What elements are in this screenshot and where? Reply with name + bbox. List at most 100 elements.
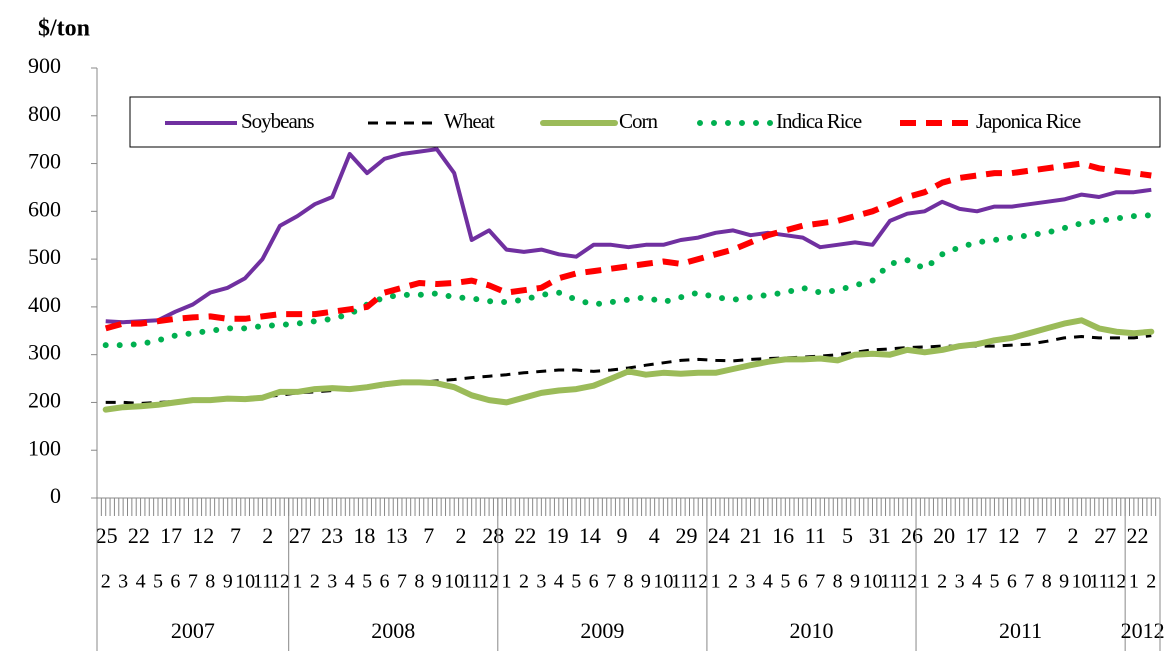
series-line bbox=[102, 212, 1155, 349]
x-month-label: 11 bbox=[253, 571, 272, 593]
x-month-label: 1 bbox=[711, 571, 721, 593]
x-month-label: 10 bbox=[862, 571, 882, 593]
x-day-label: 23 bbox=[321, 523, 343, 548]
x-day-label: 28 bbox=[482, 523, 504, 548]
x-day-label: 18 bbox=[353, 523, 375, 548]
x-month-label: 3 bbox=[536, 571, 546, 593]
x-month-label: 9 bbox=[1059, 571, 1069, 593]
y-tick-label: 800 bbox=[28, 101, 61, 126]
x-day-label: 2 bbox=[1068, 523, 1079, 548]
x-day-label: 14 bbox=[579, 523, 601, 548]
y-tick-label: 0 bbox=[50, 483, 61, 508]
x-month-label: 5 bbox=[989, 571, 999, 593]
x-month-label: 6 bbox=[380, 571, 390, 593]
x-day-label: 19 bbox=[547, 523, 569, 548]
x-month-label: 5 bbox=[362, 571, 372, 593]
legend-label: Indica Rice bbox=[776, 109, 862, 133]
x-month-label: 12 bbox=[270, 571, 290, 593]
x-day-label: 13 bbox=[386, 523, 408, 548]
x-day-label: 7 bbox=[423, 523, 434, 548]
x-month-label: 2 bbox=[519, 571, 529, 593]
x-month-label: 4 bbox=[554, 571, 564, 593]
x-day-label: 7 bbox=[1035, 523, 1046, 548]
x-month-label: 7 bbox=[606, 571, 616, 593]
x-month-label: 10 bbox=[653, 571, 673, 593]
x-day-label: 21 bbox=[740, 523, 762, 548]
x-month-label: 12 bbox=[1106, 571, 1126, 593]
legend-label: Soybeans bbox=[241, 109, 314, 133]
x-month-label: 3 bbox=[118, 571, 128, 593]
x-month-label: 10 bbox=[444, 571, 464, 593]
legend-label: Wheat bbox=[444, 109, 495, 133]
x-month-label: 5 bbox=[780, 571, 790, 593]
x-month-label: 9 bbox=[850, 571, 860, 593]
x-day-label: 17 bbox=[965, 523, 987, 548]
y-tick-label: 400 bbox=[28, 292, 61, 317]
x-month-label: 9 bbox=[223, 571, 233, 593]
x-month-label: 5 bbox=[153, 571, 163, 593]
x-day-label: 2 bbox=[262, 523, 273, 548]
x-month-label: 4 bbox=[345, 571, 355, 593]
legend-box bbox=[129, 96, 1161, 148]
legend-label: Japonica Rice bbox=[976, 109, 1081, 133]
x-month-label: 5 bbox=[571, 571, 581, 593]
x-month-label: 6 bbox=[589, 571, 599, 593]
x-month-label: 11 bbox=[880, 571, 899, 593]
y-tick-label: 100 bbox=[28, 435, 61, 460]
x-month-label: 7 bbox=[188, 571, 198, 593]
x-day-label: 4 bbox=[649, 523, 660, 548]
x-month-label: 4 bbox=[972, 571, 982, 593]
x-year-label: 2010 bbox=[789, 618, 833, 643]
x-day-label: 27 bbox=[1094, 523, 1116, 548]
x-month-label: 8 bbox=[414, 571, 424, 593]
x-day-label: 25 bbox=[96, 523, 118, 548]
x-day-label: 2 bbox=[455, 523, 466, 548]
x-month-label: 1 bbox=[502, 571, 512, 593]
y-tick-label: 900 bbox=[28, 53, 61, 78]
x-year-label: 2008 bbox=[371, 618, 415, 643]
x-month-label: 2 bbox=[728, 571, 738, 593]
series-line bbox=[105, 334, 1152, 405]
x-month-label: 8 bbox=[205, 571, 215, 593]
x-month-label: 8 bbox=[833, 571, 843, 593]
x-month-label: 12 bbox=[688, 571, 708, 593]
series-line bbox=[105, 147, 1152, 325]
x-month-label: 3 bbox=[955, 571, 965, 593]
x-month-label: 12 bbox=[479, 571, 499, 593]
x-month-label: 4 bbox=[136, 571, 146, 593]
x-day-label: 20 bbox=[933, 523, 955, 548]
x-month-label: 7 bbox=[815, 571, 825, 593]
x-day-label: 24 bbox=[708, 523, 730, 548]
x-year-label: 2011 bbox=[999, 618, 1042, 643]
x-day-label: 31 bbox=[869, 523, 891, 548]
x-month-label: 6 bbox=[798, 571, 808, 593]
x-month-label: 7 bbox=[397, 571, 407, 593]
x-month-label: 1 bbox=[292, 571, 302, 593]
series-line bbox=[102, 317, 1155, 413]
x-year-label: 2009 bbox=[580, 618, 624, 643]
x-month-label: 8 bbox=[1042, 571, 1052, 593]
x-month-label: 1 bbox=[920, 571, 930, 593]
x-month-label: 2 bbox=[310, 571, 320, 593]
x-day-label: 7 bbox=[230, 523, 241, 548]
x-month-label: 12 bbox=[897, 571, 917, 593]
x-day-label: 29 bbox=[675, 523, 697, 548]
y-tick-label: 500 bbox=[28, 244, 61, 269]
x-month-label: 3 bbox=[745, 571, 755, 593]
x-month-label: 2 bbox=[1146, 571, 1156, 593]
x-day-label: 5 bbox=[842, 523, 853, 548]
x-month-label: 10 bbox=[1072, 571, 1092, 593]
x-day-label: 26 bbox=[901, 523, 923, 548]
x-month-label: 2 bbox=[937, 571, 947, 593]
x-day-label: 12 bbox=[192, 523, 214, 548]
x-month-label: 9 bbox=[641, 571, 651, 593]
y-tick-label: 700 bbox=[28, 149, 61, 174]
x-month-label: 4 bbox=[763, 571, 773, 593]
x-month-label: 7 bbox=[1024, 571, 1034, 593]
x-day-label: 22 bbox=[514, 523, 536, 548]
x-month-label: 11 bbox=[462, 571, 481, 593]
y-tick-label: 600 bbox=[28, 196, 61, 221]
x-month-label: 2 bbox=[101, 571, 111, 593]
x-month-label: 3 bbox=[327, 571, 337, 593]
